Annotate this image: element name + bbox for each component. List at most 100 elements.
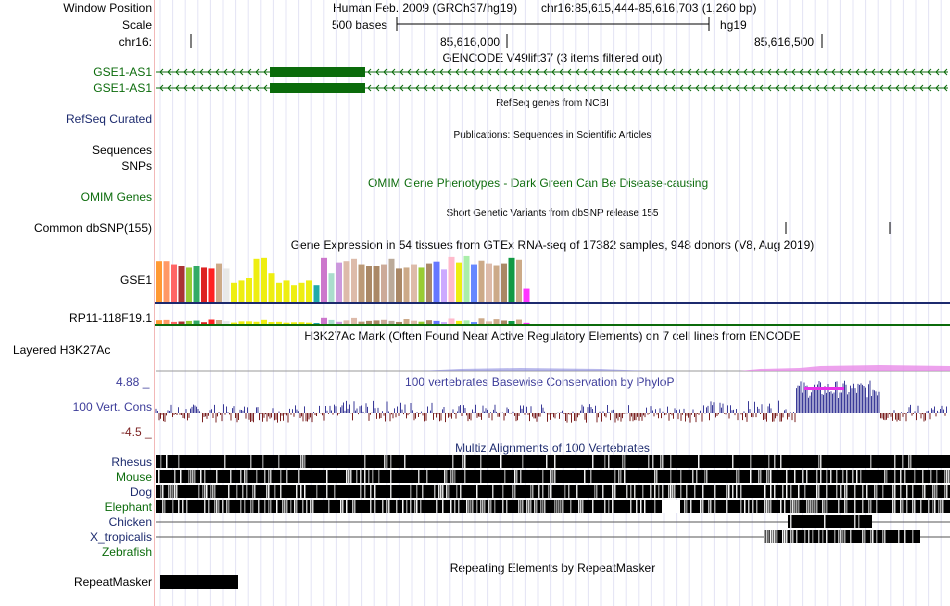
gencode-exon-2 xyxy=(270,83,365,93)
gtex-bar-43 xyxy=(471,264,477,302)
gencode-item-label-1[interactable]: GSE1-AS1 xyxy=(93,65,152,79)
gtex-bar-42 xyxy=(463,255,470,302)
gtex-rp11-bar-12 xyxy=(238,321,245,324)
species-label-zebrafish[interactable]: Zebrafish xyxy=(101,545,152,559)
multiz-row-5 xyxy=(788,515,872,528)
gtex-rp11-bar-40 xyxy=(448,318,455,324)
species-label-rhesus[interactable]: Rhesus xyxy=(111,455,152,469)
gtex-rp11-bar-25 xyxy=(336,321,342,324)
gtex-rp11-bar-3 xyxy=(171,321,177,324)
gtex-bar-18 xyxy=(283,280,290,302)
gtex-rp11-bar-2 xyxy=(163,319,170,324)
gtex-bar-4 xyxy=(178,266,185,302)
gtex-bar-45 xyxy=(486,263,492,302)
species-label-chicken[interactable]: Chicken xyxy=(108,515,152,529)
gtex-rp11-bar-39 xyxy=(441,322,447,324)
snps-label[interactable]: SNPs xyxy=(121,159,152,173)
phylop-track-title[interactable]: 100 vertebrates Basewise Conservation by… xyxy=(405,375,675,389)
gtex-rp11-bar-43 xyxy=(471,322,477,324)
gtex-rp11-bar-46 xyxy=(493,319,500,324)
gtex-rp11-bar-11 xyxy=(231,322,237,324)
gtex-bar-5 xyxy=(186,267,192,302)
gtex-rp11-bar-21 xyxy=(306,322,312,324)
gtex-rp11-bar-22 xyxy=(313,323,320,324)
gtex-bar-47 xyxy=(501,263,507,302)
omim-genes-label[interactable]: OMIM Genes xyxy=(80,190,152,204)
gtex-rp11-bar-29 xyxy=(366,320,372,324)
gtex-bars xyxy=(156,255,530,302)
gtex-rp11-bar-4 xyxy=(178,321,185,324)
gtex-bar-27 xyxy=(351,258,357,302)
gtex-bar-6 xyxy=(193,266,200,302)
gtex-bar-28 xyxy=(358,264,365,302)
gencode-item-label-2[interactable]: GSE1-AS1 xyxy=(93,81,152,95)
multiz-row-4 xyxy=(156,500,950,513)
dbsnp-track-title[interactable]: Short Genetic Variants from dbSNP releas… xyxy=(446,208,659,219)
gtex-track-title[interactable]: Gene Expression in 54 tissues from GTEx … xyxy=(290,238,815,252)
species-label-dog[interactable]: Dog xyxy=(129,485,152,499)
gtex-rp11-bar-44 xyxy=(478,318,485,324)
gtex-bar-2 xyxy=(163,261,170,302)
multiz-row-3 xyxy=(156,485,950,498)
species-label-elephant[interactable]: Elephant xyxy=(104,500,152,514)
sequences-label[interactable]: Sequences xyxy=(91,143,152,157)
gtex-bar-13 xyxy=(246,278,252,302)
gtex-rp11-bar-50 xyxy=(523,322,530,324)
phylop-label[interactable]: 100 Vert. Cons xyxy=(72,400,152,414)
gtex-bar-7 xyxy=(201,267,207,302)
gtex-bar-41 xyxy=(456,262,462,302)
gtex-rp11-bar-20 xyxy=(298,322,305,324)
chrom-label: chr16: xyxy=(118,35,152,49)
gtex-bar-46 xyxy=(493,265,500,302)
gtex-bar-17 xyxy=(276,282,282,302)
publications-track-title[interactable]: Publications: Sequences in Scientific Ar… xyxy=(453,130,652,141)
gtex-bar-38 xyxy=(433,261,440,302)
refseq-track-title[interactable]: RefSeq genes from NCBI xyxy=(496,98,609,109)
gtex-bar-21 xyxy=(306,280,312,302)
gtex-rp11-bar-41 xyxy=(456,320,462,324)
gtex-bar-9 xyxy=(216,263,222,302)
gtex-bar-29 xyxy=(366,266,372,302)
gtex-bar-25 xyxy=(336,262,342,302)
gtex-rp11-bar-5 xyxy=(186,320,192,324)
gtex-rp11-bar-27 xyxy=(351,317,357,324)
gtex-rp11-bar-26 xyxy=(343,320,350,324)
gtex-rp11-bar-47 xyxy=(501,320,507,324)
gtex-rp11-bar-28 xyxy=(358,321,365,324)
gtex-rp11-bar-1 xyxy=(156,320,162,324)
gtex-bar-1 xyxy=(156,261,162,302)
scale-bar xyxy=(396,17,710,31)
gtex-bar-19 xyxy=(291,285,297,302)
gtex-rp11-bar-30 xyxy=(373,320,380,324)
gtex-bar-12 xyxy=(238,280,245,302)
gencode-transcripts xyxy=(156,67,948,93)
refseq-curated-label[interactable]: RefSeq Curated xyxy=(65,112,152,126)
gtex-rp11-bar-13 xyxy=(246,321,252,324)
gtex-rp11-bar-31 xyxy=(381,319,387,324)
repeatmasker-track-title[interactable]: Repeating Elements by RepeatMasker xyxy=(449,561,656,575)
species-label-x-tropicalis[interactable]: X_tropicalis xyxy=(89,530,152,544)
gtex-bar-49 xyxy=(516,259,522,302)
ruler xyxy=(190,34,823,48)
gtex-rp11-bar-33 xyxy=(396,321,402,324)
gencode-track-title[interactable]: GENCODE V49lift37 (3 items filtered out) xyxy=(442,51,663,65)
repeatmasker-label[interactable]: RepeatMasker xyxy=(73,575,152,589)
species-label-mouse[interactable]: Mouse xyxy=(115,470,152,484)
gtex-bar-34 xyxy=(403,267,410,302)
gtex-bar-30 xyxy=(373,266,380,302)
gtex-rp11-bar-7 xyxy=(201,322,207,324)
position-text[interactable]: chr16:85,615,444-85,616,703 (1,260 bp) xyxy=(541,1,757,15)
gtex-gene-label-rp11[interactable]: RP11-118F19.1 xyxy=(69,311,152,325)
gtex-rp11-bar-48 xyxy=(508,321,515,324)
gtex-bar-32 xyxy=(388,258,395,302)
gtex-rp11-bar-36 xyxy=(418,321,425,324)
gtex-rp11-bar-49 xyxy=(516,319,522,324)
gtex-bar-11 xyxy=(231,282,237,302)
gtex-gene-label-gse1[interactable]: GSE1 xyxy=(119,273,152,287)
dbsnp-label[interactable]: Common dbSNP(155) xyxy=(33,221,152,235)
gtex-bar-48 xyxy=(508,257,515,302)
h3k27ac-label[interactable]: Layered H3K27Ac xyxy=(13,343,111,357)
gtex-rp11-bar-37 xyxy=(426,320,432,324)
gtex-rp11-bar-8 xyxy=(208,319,215,324)
